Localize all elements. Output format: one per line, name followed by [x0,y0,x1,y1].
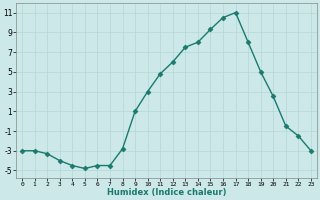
X-axis label: Humidex (Indice chaleur): Humidex (Indice chaleur) [107,188,226,197]
